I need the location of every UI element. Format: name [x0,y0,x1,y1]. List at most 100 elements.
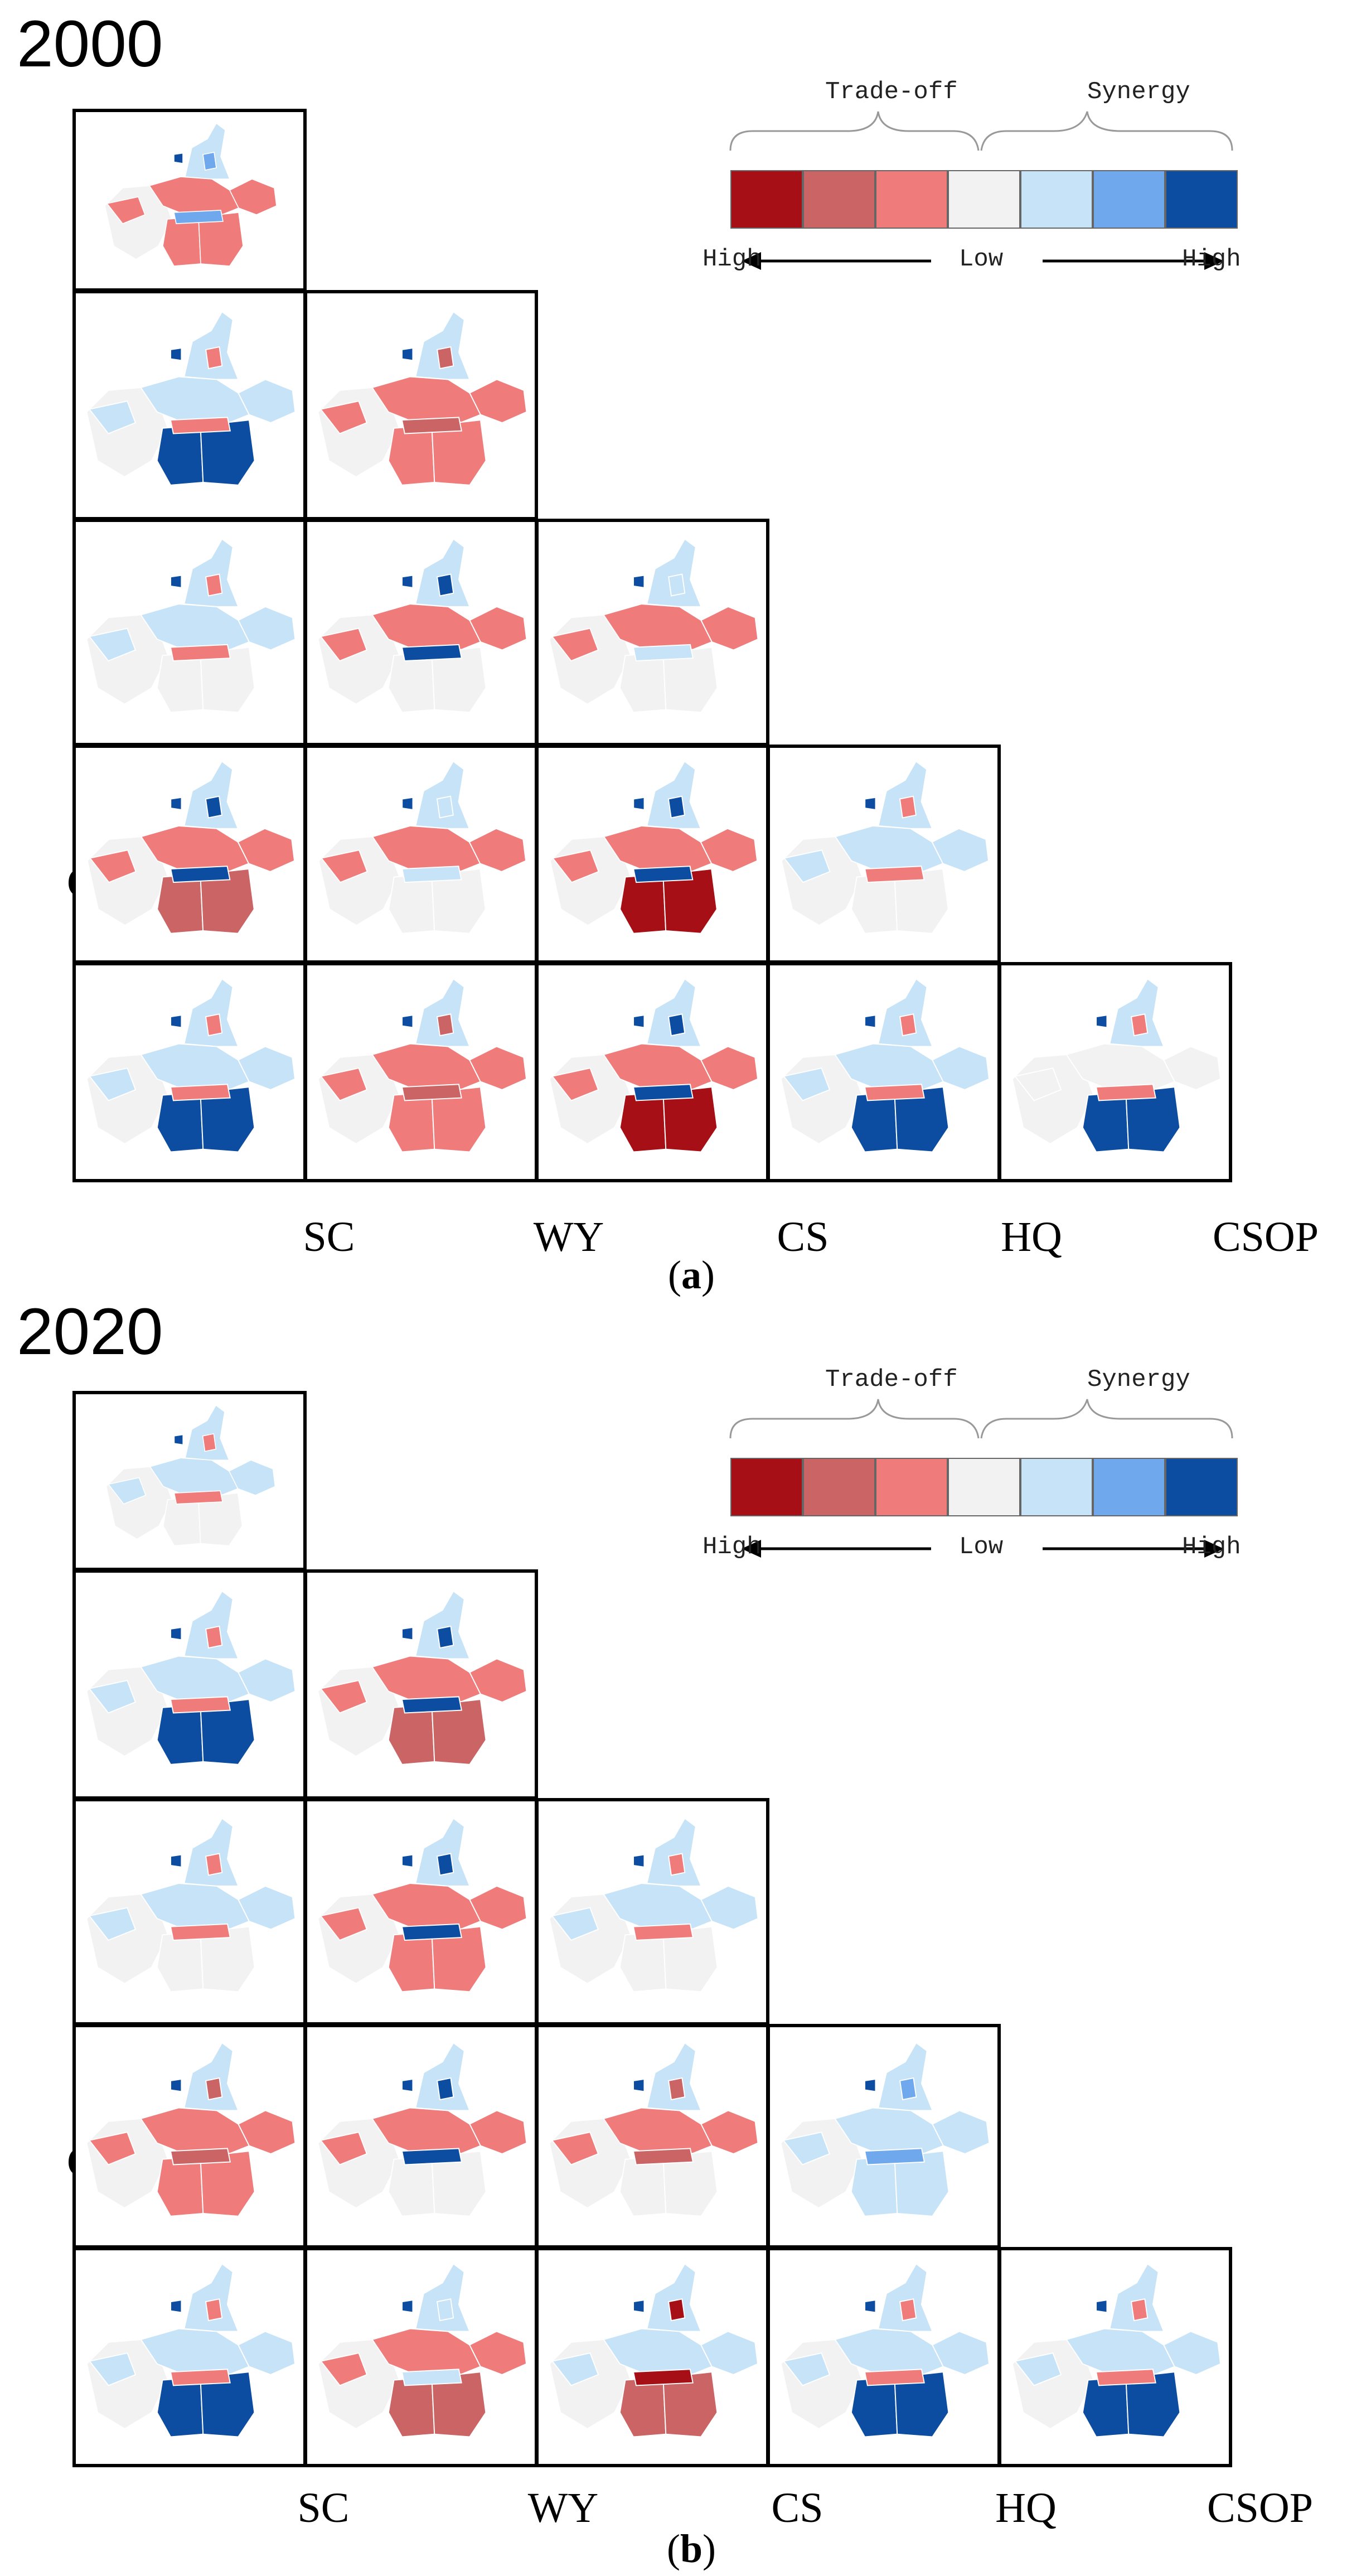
map-cell-cs-wy [304,290,538,520]
map-cell-fp-cs [535,962,769,1182]
region-north [646,2042,702,2111]
region-north-accent [437,573,454,597]
region-west-band [1014,1067,1062,1101]
region-belt-accent [1095,1084,1156,1101]
region-belt-accent [169,1696,231,1714]
map-cell-csop-wy [304,745,538,964]
region-northwest-dot [633,2299,645,2313]
region-south-west [387,2376,435,2438]
region-north [183,1590,239,1660]
map-cell-fp-sc [72,962,307,1182]
legend-high-left: High [703,245,762,273]
region-south-west [156,424,204,486]
col-label-sc: SC [303,1214,355,1260]
region-map [317,2263,527,2438]
region-north [185,1404,230,1461]
region-west-band [319,1907,368,1941]
region-northwest-dot [633,796,645,811]
region-north-accent [205,346,223,370]
region-east [700,2331,759,2376]
region-south-east [662,2371,718,2438]
region-west-band [107,1477,147,1505]
region-map [86,978,296,1153]
region-north-accent [899,795,917,819]
region-north-accent [437,346,454,370]
region-north-accent [667,795,685,819]
region-belt-accent [170,866,231,883]
region-south-east [662,868,718,934]
region-northwest-dot [170,347,182,361]
region-north-accent [437,1625,454,1649]
region-north [415,2042,471,2111]
region-south-east [431,2371,487,2438]
region-map [105,1404,276,1546]
region-north [415,1817,471,1887]
region-north [183,978,239,1047]
region-northwest-dot [1096,1014,1108,1028]
region-west-band [551,2352,599,2386]
region-north [183,760,239,829]
region-north-accent [205,1853,223,1876]
region-south-east [894,1086,949,1153]
region-west-band [88,2132,137,2166]
region-south-west [387,652,435,713]
region-belt-accent [632,644,694,662]
region-northwest-dot [633,1854,645,1868]
region-north-accent [205,1013,223,1037]
region-northwest-dot [170,574,182,588]
region-south-west [156,652,204,713]
map-cell-wy-sc [72,1391,307,1571]
region-south-east [200,1926,255,1993]
region-northwest-dot [173,1434,183,1446]
region-south-east [662,2150,718,2217]
panel-year: 2000 [17,7,163,81]
region-south-east [200,646,255,713]
region-south-west [387,424,435,486]
region-east [238,606,296,651]
region-east [931,1046,990,1091]
region-south-west [156,1931,204,1993]
legend-swatch-high-tradeoff [730,170,803,229]
region-west-band [88,2352,137,2386]
region-east [468,828,527,872]
region-map [86,538,296,713]
map-cell-hq-cs [535,1798,769,2026]
region-northwest-dot [633,574,645,588]
region-south-west [387,2155,435,2217]
region-belt-accent [864,2369,925,2386]
region-northwest-dot [401,2299,414,2313]
region-map [86,760,295,934]
region-east [238,1885,296,1930]
region-map [317,311,527,486]
region-northwest-dot [633,1014,645,1028]
region-east [469,379,527,424]
region-south-east [200,1699,255,1765]
region-east [1162,2331,1222,2376]
map-cell-cs-sc [72,1569,307,1800]
region-north-accent [667,1013,686,1037]
region-south-west [619,652,667,713]
region-east [700,2110,759,2155]
region-south-west [851,873,898,934]
region-map [317,538,527,713]
region-belt-accent [169,2369,231,2386]
region-north [185,122,231,180]
legend-high-right: High [1182,1533,1241,1561]
region-north-accent [668,2077,686,2101]
region-west-band [551,2132,599,2166]
region-north-accent [1130,1013,1149,1037]
region-north-accent [1130,2298,1149,2322]
region-north [415,1590,471,1660]
region-belt-accent [169,417,231,434]
legend-bracket [729,111,1233,270]
region-east [237,828,295,872]
region-south-east [894,2150,949,2217]
region-north [878,978,933,1047]
region-west-band [551,1907,599,1941]
region-east [469,2110,527,2155]
region-belt-accent [632,1084,694,1101]
region-east [237,1046,296,1091]
region-west-band [551,1067,599,1101]
region-north-accent [668,573,686,597]
region-northwest-dot [401,574,414,588]
